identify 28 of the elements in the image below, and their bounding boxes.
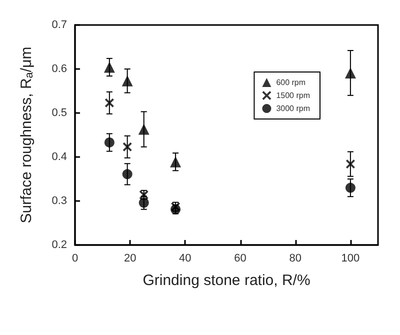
x-tick-label: 40 — [179, 252, 192, 264]
y-tick-label: 0.4 — [52, 151, 67, 163]
x-tick-label: 20 — [124, 252, 136, 264]
x-tick-label: 60 — [234, 252, 246, 264]
point — [346, 160, 355, 169]
x-tick-label: 0 — [72, 252, 78, 264]
x-tick-label: 100 — [341, 252, 360, 264]
legend-label: 3000 rpm — [276, 104, 310, 113]
x-axis-title: Grinding stone ratio, R/% — [142, 272, 310, 289]
y-tick-label: 0.2 — [52, 239, 67, 251]
y-tick-label: 0.6 — [52, 63, 67, 75]
point — [122, 75, 133, 86]
point — [345, 182, 356, 193]
point — [138, 124, 150, 135]
point — [122, 169, 132, 180]
point — [122, 142, 132, 152]
point — [344, 67, 356, 78]
y-tick-label: 0.3 — [52, 195, 67, 207]
y-tick-label: 0.5 — [52, 107, 67, 119]
legend-label: 1500 rpm — [276, 91, 310, 100]
y-axis-title: Surface roughness, Ra/μm — [18, 46, 36, 224]
point — [104, 62, 115, 73]
legend-label: 600 rpm — [276, 78, 306, 87]
x-tick-label: 80 — [289, 252, 302, 264]
y-tick-label: 0.7 — [52, 19, 67, 31]
point — [104, 137, 114, 148]
point — [104, 98, 114, 108]
point — [170, 156, 182, 168]
